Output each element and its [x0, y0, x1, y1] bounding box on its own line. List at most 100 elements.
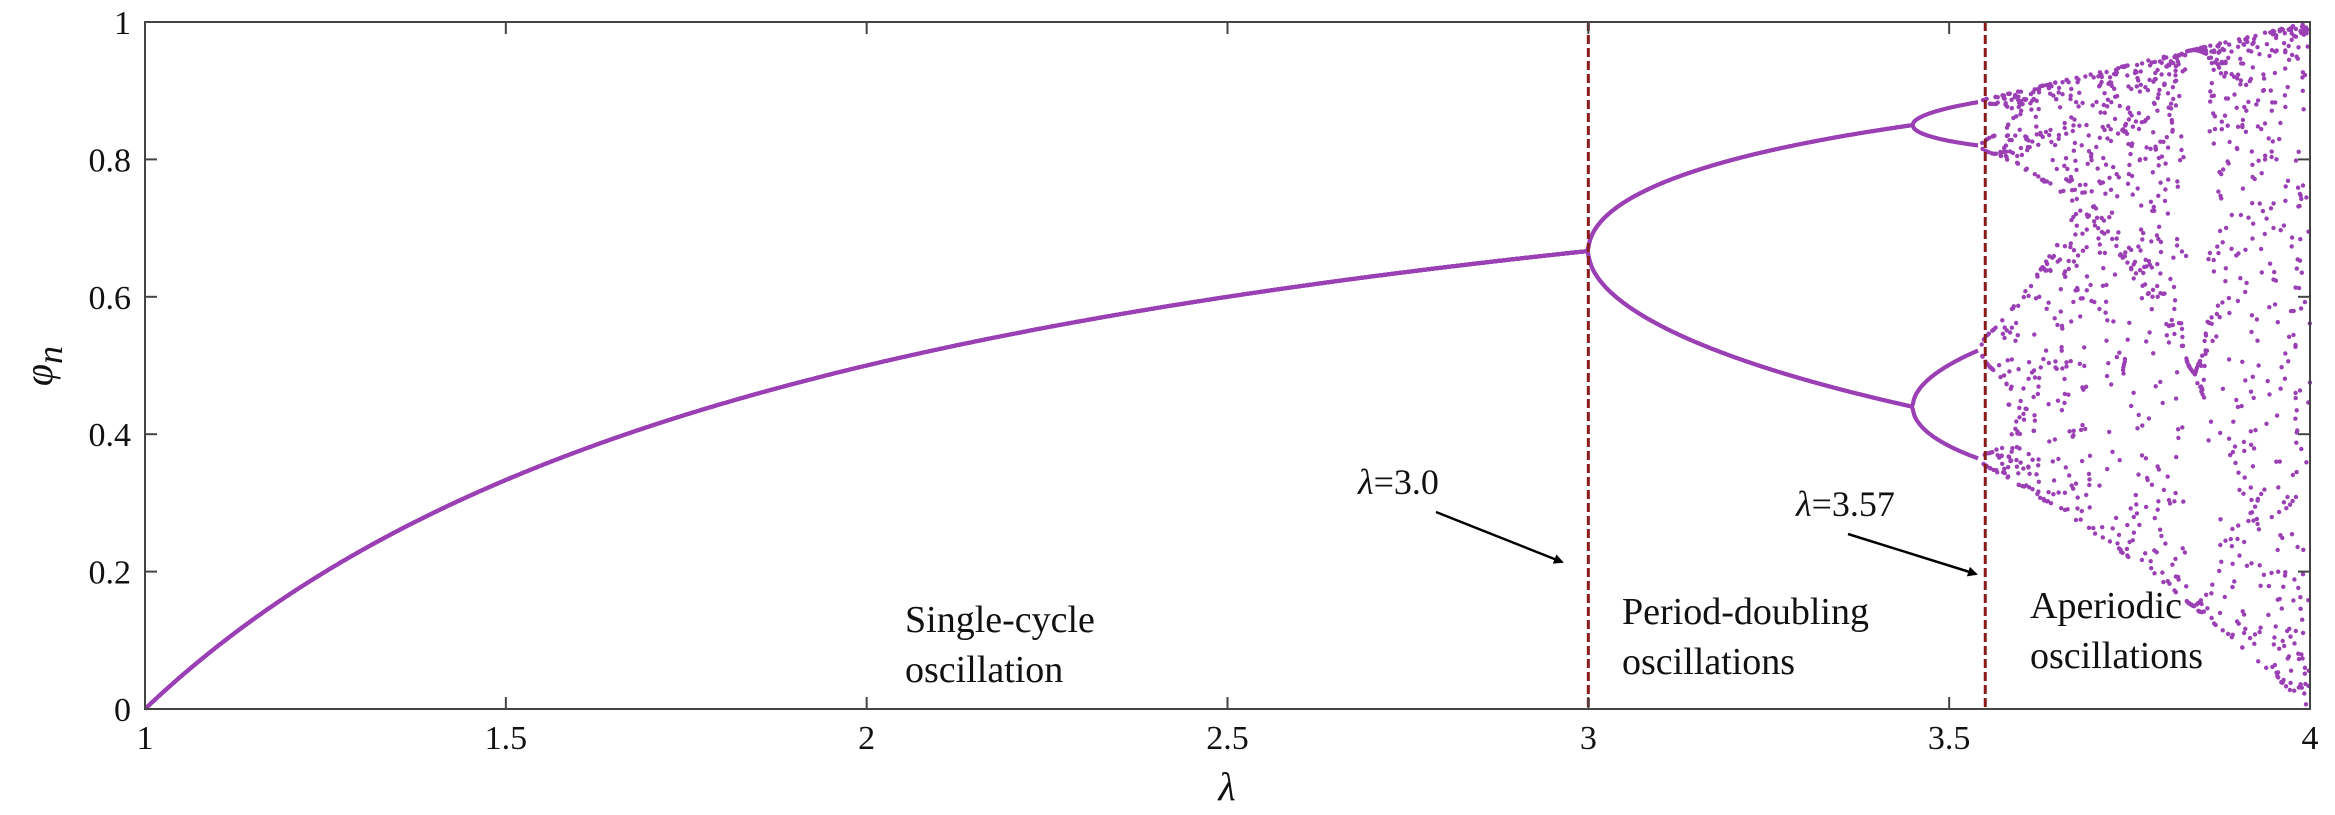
scatter-point	[2206, 438, 2211, 443]
scatter-point	[2037, 495, 2043, 500]
scatter-point	[2157, 527, 2163, 532]
scatter-point	[2193, 369, 2199, 374]
scatter-point	[2235, 298, 2241, 304]
scatter-point	[2144, 339, 2149, 344]
scatter-point	[2166, 340, 2172, 345]
scatter-point	[2076, 104, 2081, 109]
scatter-point	[2117, 103, 2122, 109]
scatter-point	[2270, 100, 2275, 105]
scatter-point	[2249, 510, 2255, 515]
scatter-point	[2107, 175, 2112, 180]
scatter-point	[2244, 82, 2249, 88]
scatter-point	[2010, 306, 2016, 311]
scatter-point	[2275, 597, 2280, 602]
scatter-point	[2277, 646, 2282, 651]
scatter-point	[2166, 177, 2171, 182]
scatter-point	[2282, 376, 2288, 381]
scatter-point	[2251, 395, 2256, 401]
region-label-period-doubling-line1: Period-doubling	[1622, 591, 1869, 633]
scatter-point	[2167, 501, 2173, 506]
scatter-point	[2299, 196, 2304, 202]
scatter-point	[2255, 98, 2261, 103]
scatter-point	[2153, 70, 2158, 76]
scatter-point	[2269, 48, 2275, 53]
scatter-point	[2161, 56, 2166, 61]
scatter-point	[2150, 208, 2155, 213]
scatter-point	[2116, 175, 2121, 180]
scatter-point	[2172, 298, 2178, 303]
scatter-point	[2300, 572, 2306, 577]
scatter-point	[2302, 691, 2307, 696]
scatter-point	[2205, 319, 2210, 324]
scatter-point	[2074, 75, 2079, 81]
scatter-point	[2291, 332, 2296, 338]
scatter-point	[2244, 563, 2250, 568]
scatter-point	[2219, 196, 2224, 201]
scatter-point	[2300, 630, 2306, 636]
scatter-point	[2099, 215, 2104, 221]
scatter-point	[2062, 490, 2068, 495]
scatter-point	[2183, 253, 2189, 259]
scatter-point	[2168, 101, 2174, 106]
scatter-point	[2151, 130, 2156, 135]
scatter-point	[2104, 69, 2109, 75]
scatter-point	[2073, 211, 2079, 217]
scatter-point	[2276, 569, 2281, 574]
scatter-point	[2089, 158, 2094, 163]
scatter-point	[2259, 270, 2264, 275]
scatter-point	[2023, 97, 2028, 103]
scatter-point	[2084, 274, 2090, 279]
scatter-point	[2062, 400, 2067, 406]
scatter-point	[2164, 333, 2169, 338]
scatter-point	[2073, 517, 2079, 523]
scatter-point	[2044, 261, 2050, 267]
scatter-point	[2083, 74, 2088, 79]
scatter-point	[2282, 643, 2287, 649]
scatter-point	[2048, 501, 2054, 506]
scatter-point	[2255, 338, 2260, 343]
scatter-point	[2300, 22, 2305, 27]
marker-label-3-57: λ=3.57	[1795, 484, 1895, 524]
scatter-point	[2201, 377, 2206, 382]
scatter-point	[2229, 212, 2234, 218]
scatter-point	[2243, 247, 2248, 252]
scatter-point	[2281, 41, 2287, 46]
scatter-point	[2245, 39, 2250, 45]
scatter-point	[2168, 276, 2173, 282]
scatter-point	[2237, 39, 2242, 44]
scatter-point	[2266, 136, 2271, 141]
scatter-point	[2114, 172, 2119, 177]
scatter-point	[2250, 65, 2255, 70]
scatter-point	[2149, 307, 2154, 312]
scatter-point	[2068, 241, 2073, 246]
scatter-point	[2227, 139, 2232, 145]
scatter-point	[2288, 28, 2294, 33]
scatter-point	[2090, 103, 2095, 108]
scatter-point	[2218, 542, 2223, 548]
scatter-point	[2064, 364, 2069, 369]
scatter-point	[2173, 396, 2179, 401]
scatter-point	[2288, 308, 2294, 314]
scatter-point	[2169, 117, 2174, 123]
scatter-point	[2293, 494, 2299, 500]
scatter-point	[2080, 422, 2085, 428]
scatter-point	[2124, 546, 2130, 552]
scatter-point	[2173, 73, 2178, 78]
scatter-point	[2146, 58, 2151, 63]
scatter-point	[2117, 458, 2122, 463]
scatter-point	[2147, 77, 2152, 83]
scatter-point	[2225, 123, 2230, 128]
scatter-point	[2031, 368, 2037, 373]
scatter-point	[2074, 263, 2079, 268]
scatter-point	[2135, 186, 2140, 191]
scatter-point	[2294, 469, 2299, 475]
scatter-point	[2009, 432, 2014, 437]
scatter-point	[2134, 70, 2139, 75]
scatter-point	[2285, 84, 2290, 90]
scatter-point	[2210, 582, 2215, 587]
scatter-point	[2297, 258, 2303, 263]
scatter-point	[2034, 132, 2040, 137]
scatter-point	[2173, 78, 2179, 83]
scatter-point	[2101, 102, 2106, 108]
